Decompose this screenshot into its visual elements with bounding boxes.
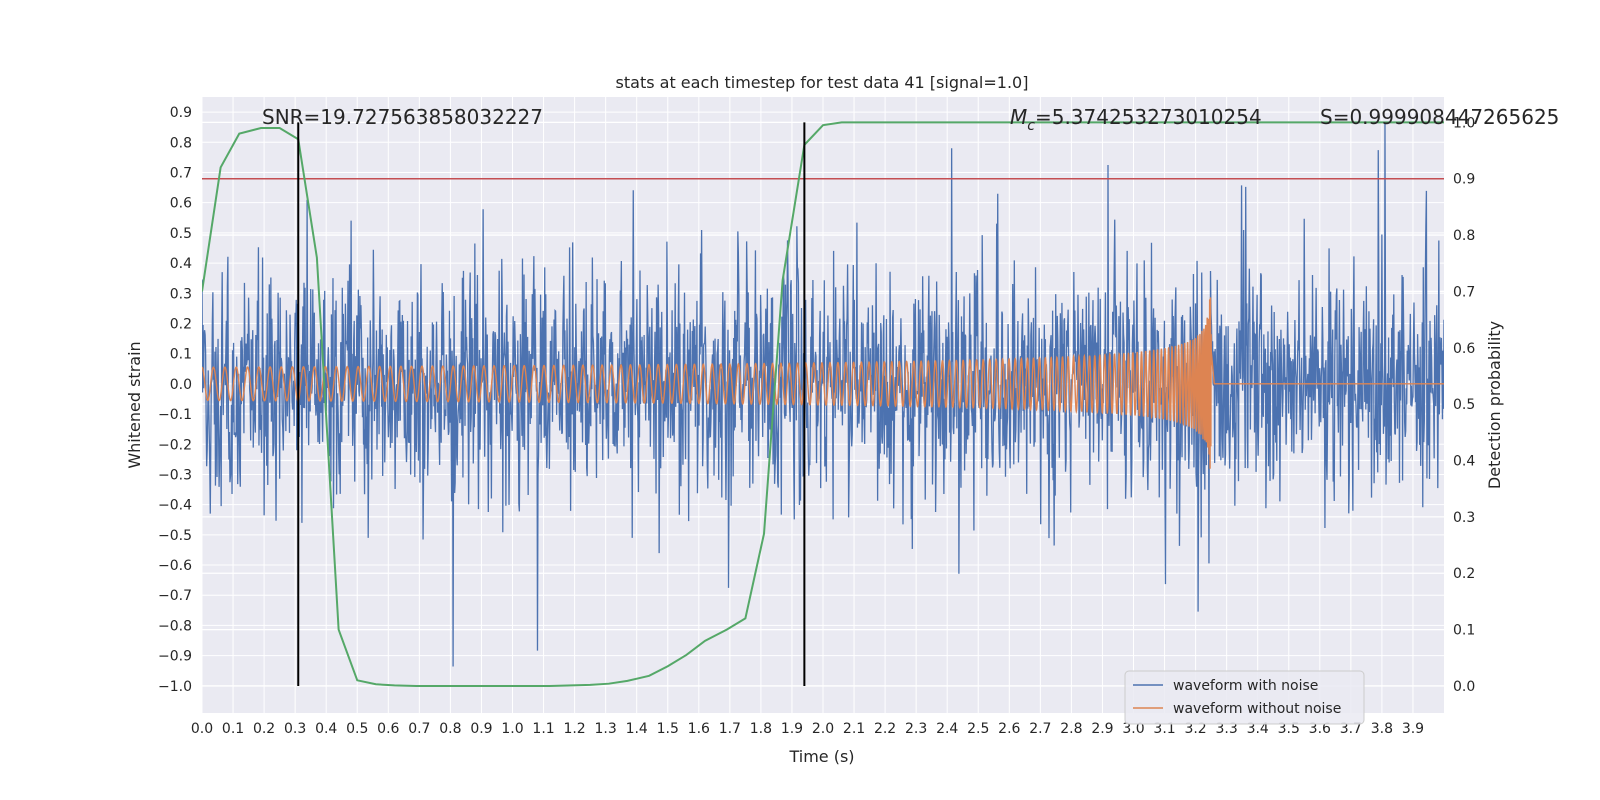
- legend-box: [1124, 670, 1365, 725]
- x-tick-label: 2.0: [812, 721, 834, 737]
- x-tick-label: 1.8: [750, 721, 772, 737]
- series-waveform-without-noise: [202, 297, 1444, 469]
- x-tick-label: 1.2: [563, 721, 585, 737]
- y-tick-label: −0.7: [158, 588, 192, 604]
- y-tick-label: 0.0: [170, 377, 192, 393]
- x-tick-label: 0.4: [315, 721, 337, 737]
- y2-tick-labels: 1.0 0.9 0.8 0.7 0.6 0.5 0.4 0.3 0.2 0.1 0.0: [1453, 115, 1475, 695]
- y-tick-label: −0.1: [158, 407, 192, 423]
- y2-tick-label: 0.6: [1453, 341, 1475, 357]
- series-detection-probability: [202, 121, 1444, 687]
- x-tick-label: 0.2: [253, 721, 275, 737]
- y-tick-label: 0.7: [170, 165, 192, 181]
- y2-tick-label: 0.1: [1453, 623, 1475, 639]
- x-tick-label: 1.4: [626, 721, 648, 737]
- x-tick-label: 3.5: [1278, 721, 1300, 737]
- x-tick-label: 1.7: [719, 721, 741, 737]
- y-axis-label: Whitened strain: [125, 341, 144, 468]
- x-tick-label: 1.9: [781, 721, 803, 737]
- x-tick-label: 1.5: [657, 721, 679, 737]
- x-tick-label: 2.1: [843, 721, 865, 737]
- legend: waveform with noise waveform without noi…: [1124, 670, 1365, 725]
- x-tick-label: 3.6: [1309, 721, 1331, 737]
- y-tick-label: −0.3: [158, 467, 192, 483]
- x-tick-label: 2.2: [874, 721, 896, 737]
- x-tick-label: 2.7: [1029, 721, 1051, 737]
- chirp-mass-subscript: c: [1027, 118, 1035, 134]
- y-tick-label: −1.0: [158, 679, 192, 695]
- chirp-mass-annotation: Mc=5.374253273010254: [1010, 105, 1262, 134]
- x-tick-label: 3.9: [1402, 721, 1424, 737]
- x-tick-label: 0.0: [191, 721, 213, 737]
- x-tick-label: 3.2: [1184, 721, 1206, 737]
- x-tick-label: 2.6: [998, 721, 1020, 737]
- x-tick-label: 0.9: [470, 721, 492, 737]
- x-tick-label: 3.7: [1340, 721, 1362, 737]
- y-tick-label: 0.3: [170, 286, 192, 302]
- x-tick-label: 0.5: [346, 721, 368, 737]
- y2-tick-label: 0.8: [1453, 228, 1475, 244]
- y-tick-label: −0.9: [158, 649, 192, 665]
- x-tick-label: 0.6: [377, 721, 399, 737]
- x-tick-label: 2.5: [967, 721, 989, 737]
- x-tick-label: 1.1: [532, 721, 554, 737]
- grid-y: [202, 111, 1444, 687]
- detection-score-annotation: S=0.999908447265625: [1320, 105, 1559, 129]
- series-waveform-with-noise: [202, 123, 1444, 667]
- x-tick-label: 3.1: [1153, 721, 1175, 737]
- x-tick-label: 1.3: [595, 721, 617, 737]
- x-tick-label: 1.0: [501, 721, 523, 737]
- y-tick-label: 0.6: [170, 196, 192, 212]
- y2-tick-label: 0.4: [1453, 454, 1475, 470]
- x-tick-label: 2.9: [1091, 721, 1113, 737]
- y-tick-label: −0.2: [158, 437, 192, 453]
- y-tick-label: 0.2: [170, 316, 192, 332]
- y-tick-labels: 0.9 0.8 0.7 0.6 0.5 0.4 0.3 0.2 0.1 0.0 −0.1 −0.2 −0…: [158, 105, 192, 695]
- chart-title: stats at each timestep for test data 41 …: [616, 73, 1029, 92]
- x-tick-label: 3.4: [1247, 721, 1269, 737]
- y-tick-label: 0.9: [170, 105, 192, 121]
- x-tick-label: 0.7: [408, 721, 430, 737]
- y2-tick-label: 0.0: [1453, 679, 1475, 695]
- y2-tick-label: 0.7: [1453, 284, 1475, 300]
- y2-tick-label: 0.2: [1453, 566, 1475, 582]
- legend-label-without-noise: waveform without noise: [1173, 701, 1341, 717]
- y2-axis-label: Detection probability: [1485, 321, 1504, 489]
- y-tick-label: −0.5: [158, 528, 192, 544]
- y2-tick-label: 0.3: [1453, 510, 1475, 526]
- y-tick-label: 0.8: [170, 135, 192, 151]
- y2-tick-label: 0.5: [1453, 397, 1475, 413]
- x-tick-label: 2.8: [1060, 721, 1082, 737]
- x-tick-label: 2.3: [905, 721, 927, 737]
- x-tick-label: 1.6: [688, 721, 710, 737]
- legend-label-with-noise: waveform with noise: [1173, 678, 1318, 694]
- y2-tick-label: 0.9: [1453, 172, 1475, 188]
- x-tick-label: 0.8: [439, 721, 461, 737]
- y-tick-label: −0.6: [158, 558, 192, 574]
- x-tick-label: 3.3: [1216, 721, 1238, 737]
- y-tick-label: −0.8: [158, 618, 192, 634]
- y-tick-label: 0.1: [170, 347, 192, 363]
- x-tick-labels: 0.0 0.1 0.2 0.3 0.4 0.5 0.6 0.7 0.8 0.9 1.0 1.1 1.2 1…: [191, 721, 1424, 737]
- y-tick-label: 0.4: [170, 256, 192, 272]
- x-tick-label: 0.3: [284, 721, 306, 737]
- y2-tick-label: 1.0: [1453, 115, 1475, 131]
- x-tick-label: 3.0: [1122, 721, 1144, 737]
- chirp-mass-symbol: M: [1010, 105, 1027, 129]
- chirp-mass-value: =5.374253273010254: [1035, 105, 1262, 129]
- x-axis-label: Time (s): [788, 747, 854, 766]
- y-tick-label: −0.4: [158, 498, 192, 514]
- y-tick-label: 0.5: [170, 226, 192, 242]
- snr-annotation: SNR=19.727563858032227: [262, 105, 543, 129]
- x-tick-label: 3.8: [1371, 721, 1393, 737]
- x-tick-label: 2.4: [936, 721, 958, 737]
- x-tick-label: 0.1: [222, 721, 244, 737]
